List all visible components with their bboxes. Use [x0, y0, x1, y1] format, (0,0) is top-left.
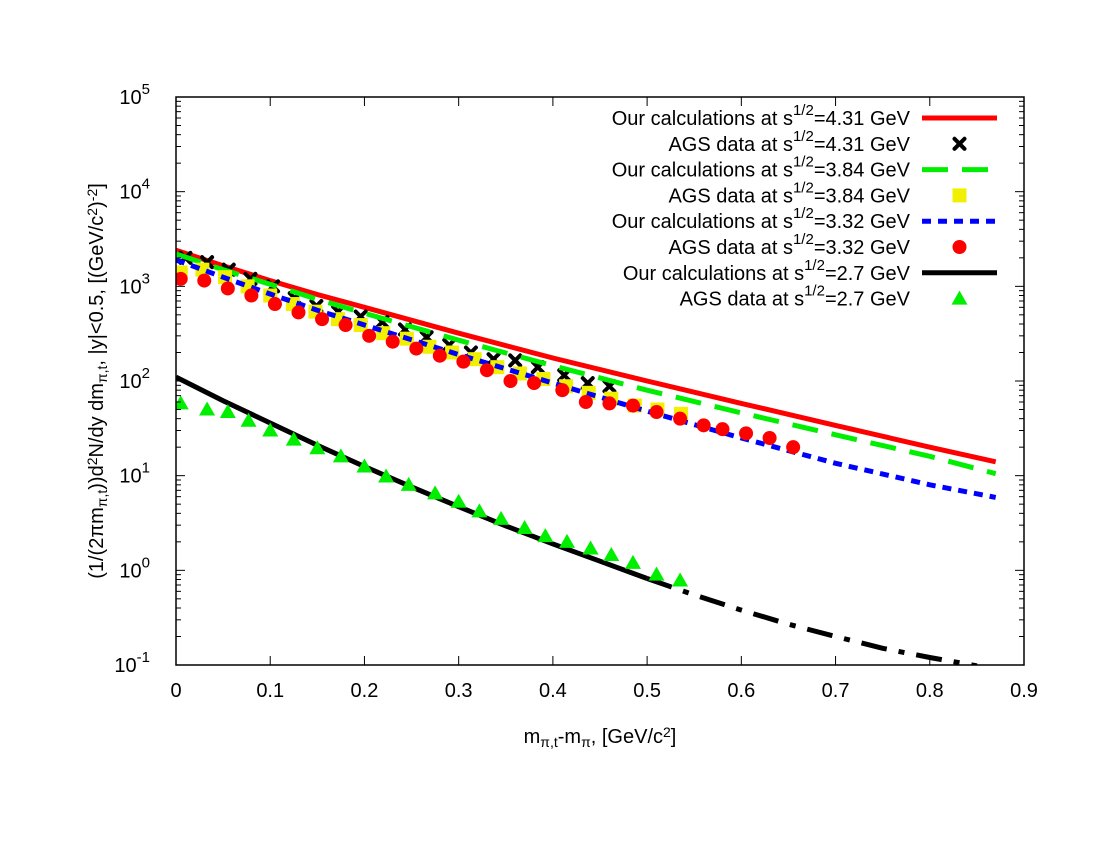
data-point [555, 383, 570, 398]
series-line-dashdot [646, 576, 978, 665]
x-tick-label: 0.9 [1010, 680, 1038, 702]
legend-label: AGS data at s1/2=3.84 GeV [668, 179, 910, 207]
x-tick-label: 0.6 [727, 680, 755, 702]
series-0 [176, 247, 997, 465]
series-5 [176, 271, 801, 455]
data-point [267, 297, 282, 312]
legend-label: AGS data at s1/2=2.7 GeV [680, 283, 911, 311]
data-point [582, 540, 599, 555]
series-7 [176, 395, 689, 587]
data-point [378, 468, 395, 483]
series-line [176, 257, 997, 500]
data-point [578, 395, 593, 410]
legend-label: Our calculations at s1/2=4.31 GeV [612, 102, 911, 130]
data-point-stroke-b [486, 352, 501, 367]
series-line [176, 251, 997, 477]
data-point [559, 533, 576, 548]
data-point [625, 398, 640, 413]
data-point [400, 476, 417, 491]
x-tick-label: 0 [170, 680, 181, 702]
x-tick-label: 0.7 [822, 680, 850, 702]
data-point [715, 422, 730, 437]
data-point [199, 401, 216, 416]
x-tick-label: 0.8 [916, 680, 944, 702]
data-point [285, 431, 302, 446]
data-point [527, 376, 542, 391]
data-point [471, 503, 488, 518]
legend-swatch-marker [952, 136, 967, 151]
data-point [603, 547, 620, 562]
data-point [450, 493, 467, 508]
series-4 [176, 257, 997, 500]
legend-swatch-marker-stroke-b [952, 136, 967, 151]
data-point [332, 448, 349, 463]
data-point [362, 328, 377, 343]
series-2 [176, 251, 997, 477]
data-point [786, 440, 801, 455]
data-point [409, 341, 424, 356]
data-point [262, 422, 279, 437]
data-point [356, 458, 373, 473]
series-layer [176, 247, 997, 665]
data-point [176, 395, 189, 410]
data-point [696, 418, 711, 433]
data-point [602, 396, 617, 411]
data-point [508, 353, 523, 368]
data-point [432, 348, 447, 363]
legend-swatch-marker [951, 290, 968, 305]
x-axis-title: mπ,t-mπ, [GeV/c2] [524, 724, 677, 750]
legend-swatch-marker [952, 240, 967, 254]
data-point [197, 273, 212, 288]
legend-swatch-marker [952, 188, 967, 203]
x-tick-label: 0.1 [256, 680, 284, 702]
data-point [624, 554, 641, 569]
data-point [309, 440, 326, 455]
data-point [385, 334, 400, 349]
data-point [479, 363, 494, 378]
data-point [176, 271, 188, 286]
x-tick-label: 0.5 [633, 680, 661, 702]
data-point [240, 412, 257, 427]
data-point [467, 352, 482, 367]
data-point [456, 354, 471, 369]
data-point [672, 572, 689, 587]
legend-label: AGS data at s1/2=3.32 GeV [668, 231, 910, 259]
data-point [315, 312, 330, 327]
data-point [291, 305, 306, 320]
y-axis-title: (1/(2πmπ,t))d2N/dy dmπ,t, |y|<0.5, [(GeV… [84, 183, 110, 579]
series-line [176, 247, 997, 465]
data-point [493, 510, 510, 525]
legend-label: Our calculations at s1/2=3.32 GeV [612, 205, 911, 233]
legend-label: Our calculations at s1/2=2.7 GeV [623, 257, 911, 285]
x-tick-label: 0.3 [445, 680, 473, 702]
data-point [537, 528, 554, 543]
data-point [673, 411, 688, 426]
data-point [739, 426, 754, 441]
data-point [338, 318, 353, 333]
data-point [244, 288, 259, 303]
data-point [516, 520, 533, 535]
data-point [649, 405, 664, 420]
data-point [762, 430, 777, 445]
data-point [427, 485, 444, 500]
data-point [220, 281, 235, 296]
x-tick-label: 0.2 [351, 680, 379, 702]
legend-label: Our calculations at s1/2=3.84 GeV [612, 154, 911, 182]
x-tick-label: 0.4 [539, 680, 567, 702]
data-point [503, 374, 518, 388]
data-point [219, 404, 236, 419]
data-point-stroke-b [508, 353, 523, 368]
data-point [648, 566, 665, 581]
legend-label: AGS data at s1/2=4.31 GeV [668, 128, 910, 156]
